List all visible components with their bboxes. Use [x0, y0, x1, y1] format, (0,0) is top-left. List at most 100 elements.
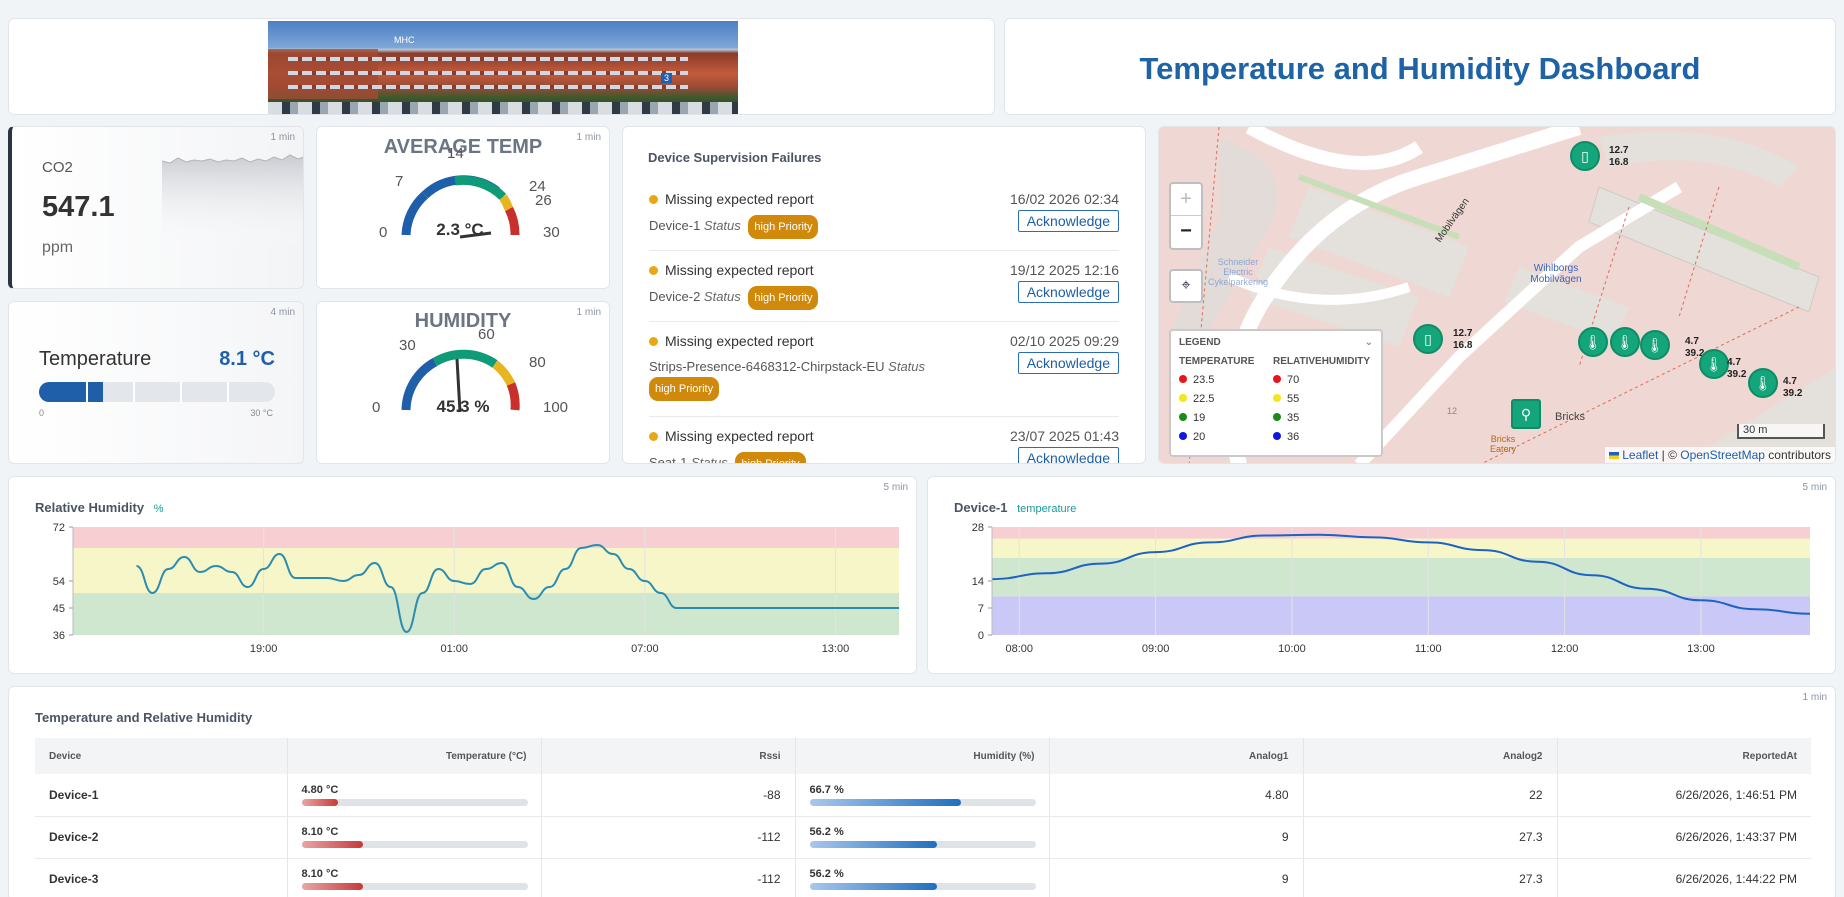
failure-status-label: Status: [690, 455, 728, 463]
temp-bar-fill: [301, 841, 363, 848]
temp-value: 8.10 °C: [301, 826, 339, 838]
col-device[interactable]: Device: [35, 738, 288, 774]
table-row[interactable]: Device-3 8.10 °C -112 56.2 % 9 27.3 6/26/2026,…: [35, 858, 1811, 897]
page-title: Temperature and Humidity Dashboard: [1139, 51, 1701, 86]
priority-badge: high Priority: [649, 377, 720, 401]
thermometer-icon[interactable]: 🌡: [1578, 327, 1608, 357]
y-tick-label: 36: [53, 630, 65, 642]
location-pin-icon[interactable]: ⚲: [1511, 399, 1541, 429]
x-tick-label: 01:00: [440, 643, 468, 655]
failure-title: Missing expected report: [665, 191, 814, 207]
average-temp-tile: 1 min AVERAGE TEMP 0 7 14 24 26 30 2.3 °…: [316, 126, 610, 289]
failure-device: Device-1: [649, 218, 701, 233]
device-temperature-chart[interactable]: 0 7 14 28 08:00 09:00 10:00 11:00 12:00 13:00: [928, 477, 1836, 674]
acknowledge-button[interactable]: Acknowledge: [1017, 447, 1119, 463]
temperature-label: Temperature: [39, 348, 152, 370]
col-humidity[interactable]: Humidity (%): [795, 738, 1050, 774]
failure-date: 16/02 2026 02:34: [1010, 191, 1119, 207]
failure-status-label: Status: [888, 359, 926, 374]
readings-table: Device Temperature (°C) Rssi Humidity (%…: [35, 738, 1811, 897]
locate-button[interactable]: ⌖: [1169, 269, 1203, 303]
humidity-tick: 80: [529, 354, 546, 371]
zoom-out-button[interactable]: −: [1180, 220, 1192, 242]
acknowledge-button[interactable]: Acknowledge: [1017, 210, 1119, 232]
humidity-bar: [809, 841, 1036, 848]
table-row[interactable]: Device-2 8.10 °C -112 56.2 % 9 27.3 6/26/2026,…: [35, 816, 1811, 859]
col-reported-at[interactable]: ReportedAt: [1557, 738, 1811, 774]
acknowledge-button[interactable]: Acknowledge: [1017, 281, 1119, 303]
title-panel: Temperature and Humidity Dashboard: [1004, 18, 1836, 115]
failure-item: Missing expected report 02/10 2025 09:29…: [649, 323, 1119, 417]
threshold-band: [73, 527, 899, 548]
failure-item: Missing expected report 16/02 2026 02:34…: [649, 181, 1119, 251]
avg-temp-tick: 14: [447, 145, 464, 162]
relative-humidity-chart[interactable]: 36 45 54 72 19:00 01:00 07:00 13:00: [9, 477, 917, 674]
map-panel[interactable]: Mobilvägen Wihlborgs Mobilvägen Schneide…: [1158, 126, 1836, 464]
failure-status-label: Status: [703, 289, 741, 304]
attribution-contributors: contributors: [1764, 448, 1831, 462]
building-photo: MHC 3: [268, 21, 738, 114]
priority-badge: high Priority: [735, 452, 806, 463]
warning-dot-icon: [649, 195, 658, 204]
chevron-down-icon[interactable]: ⌄: [1364, 337, 1373, 348]
house-number: 12: [1447, 406, 1458, 416]
warning-dot-icon: [649, 266, 658, 275]
thermometer-icon[interactable]: 🌡: [1640, 330, 1670, 360]
acknowledge-button[interactable]: Acknowledge: [1017, 352, 1119, 374]
failure-date: 19/12 2025 12:16: [1010, 262, 1119, 278]
failure-item: Missing expected report 19/12 2025 12:16…: [649, 252, 1119, 322]
col-analog2[interactable]: Analog2: [1303, 738, 1558, 774]
marker-label: 4.7 39.2: [1783, 376, 1803, 399]
avg-temp-needle: [459, 231, 492, 239]
avg-temp-value: 2.3 °C: [436, 220, 483, 239]
cell-device: Device-1: [35, 774, 287, 817]
legend-hum: 70: [1287, 374, 1300, 386]
series-line: [136, 543, 899, 634]
col-analog1[interactable]: Analog1: [1049, 738, 1304, 774]
y-tick-label: 54: [53, 576, 65, 588]
thermometer-icon[interactable]: 🌡: [1610, 327, 1640, 357]
legend-temp: 23.5: [1193, 374, 1215, 386]
cell-temperature: 8.10 °C: [286, 816, 542, 859]
co2-value: 547.1: [42, 191, 115, 223]
thermometer-icon[interactable]: 🌡: [1699, 349, 1729, 379]
humidity-bar-fill: [809, 883, 937, 890]
cell-reported-at: 6/26/2026, 1:43:37 PM: [1557, 816, 1811, 859]
marker-label: 12.7 16.8: [1453, 328, 1473, 351]
y-tick-label: 0: [978, 630, 984, 642]
zoom-controls: + −: [1169, 182, 1203, 250]
osm-link[interactable]: OpenStreetMap: [1680, 448, 1765, 462]
sensor-marker[interactable]: ▯: [1413, 324, 1443, 354]
table-interval: 1 min: [1802, 692, 1827, 703]
cell-humidity: 56.2 %: [795, 858, 1050, 897]
temperature-progress: [39, 382, 275, 402]
failure-title: Missing expected report: [665, 333, 814, 349]
thermometer-icon[interactable]: 🌡: [1748, 368, 1778, 398]
humidity-value: 66.7 %: [809, 783, 844, 796]
y-tick-label: 28: [972, 522, 984, 534]
col-rssi[interactable]: Rssi: [541, 738, 796, 774]
leaflet-link[interactable]: Leaflet: [1622, 448, 1659, 462]
temperature-progress-fill: [39, 382, 103, 402]
map-scale: 30 m: [1737, 424, 1825, 439]
cell-rssi: -112: [541, 816, 796, 859]
col-temperature[interactable]: Temperature (°C): [287, 738, 542, 774]
x-tick-label: 11:00: [1415, 643, 1442, 655]
x-tick-label: 09:00: [1142, 643, 1170, 655]
cell-reported-at: 6/26/2026, 1:46:51 PM: [1557, 774, 1811, 817]
dev-chart-title: Device-1 temperature: [954, 500, 1077, 515]
zoom-in-button[interactable]: +: [1171, 184, 1201, 216]
y-tick-label: 72: [53, 522, 65, 534]
humidity-tick: 0: [372, 399, 380, 416]
x-tick-label: 12:00: [1551, 643, 1579, 655]
failure-device: Device-2: [649, 289, 701, 304]
table-row[interactable]: Device-1 4.80 °C -88 66.7 % 4.80 22 6/26/2026,…: [35, 774, 1811, 817]
threshold-band: [992, 538, 1810, 558]
humidity-tick: 100: [543, 399, 568, 416]
device-temperature-chart-panel: 5 min Device-1 temperature 0 7 14 28 08:00 09…: [927, 476, 1836, 674]
temperature-value: 8.1 °C: [219, 348, 275, 370]
poi-label: Bricks: [1555, 411, 1585, 423]
temperature-max: 30 °C: [250, 408, 273, 418]
warning-dot-icon: [649, 432, 658, 441]
sensor-marker[interactable]: ▯: [1570, 141, 1600, 171]
